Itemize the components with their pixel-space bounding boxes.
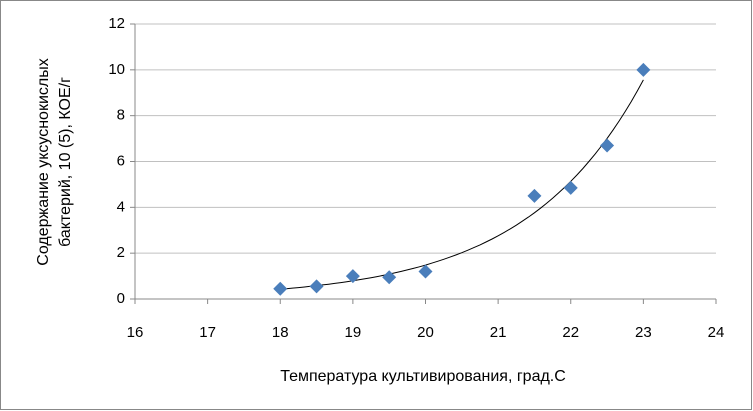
y-tick-label: 4 bbox=[117, 198, 125, 215]
point bbox=[600, 138, 615, 153]
x-tick-label: 24 bbox=[708, 324, 725, 341]
y-tick-label: 10 bbox=[108, 61, 125, 78]
y-tick-label: 6 bbox=[117, 152, 125, 169]
y-axis-title: Содержание уксуснокислых бактерий, 10 (5… bbox=[35, 58, 74, 265]
y-tick-label: 12 bbox=[108, 15, 125, 32]
y-tick-label: 8 bbox=[117, 107, 125, 124]
point bbox=[418, 264, 433, 279]
y-tick-label: 2 bbox=[117, 244, 125, 261]
point bbox=[345, 269, 360, 284]
x-tick-label: 16 bbox=[127, 324, 144, 341]
x-tick-label: 23 bbox=[635, 324, 652, 341]
point bbox=[527, 188, 542, 203]
y-axis-title-line: бактерий, 10 (5), КОЕ/г bbox=[57, 77, 74, 247]
x-tick-label: 17 bbox=[199, 324, 216, 341]
y-axis-title-line: Содержание уксуснокислых bbox=[35, 58, 52, 265]
point bbox=[382, 270, 397, 285]
x-tick-label: 20 bbox=[417, 324, 434, 341]
x-axis-title: Температура культивирования, град.С bbox=[280, 368, 566, 385]
trendline bbox=[280, 79, 644, 290]
point bbox=[636, 62, 651, 77]
point bbox=[273, 281, 288, 296]
x-tick-label: 18 bbox=[272, 324, 289, 341]
x-tick-label: 22 bbox=[562, 324, 579, 341]
x-tick-label: 19 bbox=[345, 324, 362, 341]
x-tick-label: 21 bbox=[490, 324, 507, 341]
y-tick-label: 0 bbox=[117, 290, 125, 307]
point bbox=[563, 180, 578, 195]
point bbox=[309, 279, 324, 294]
